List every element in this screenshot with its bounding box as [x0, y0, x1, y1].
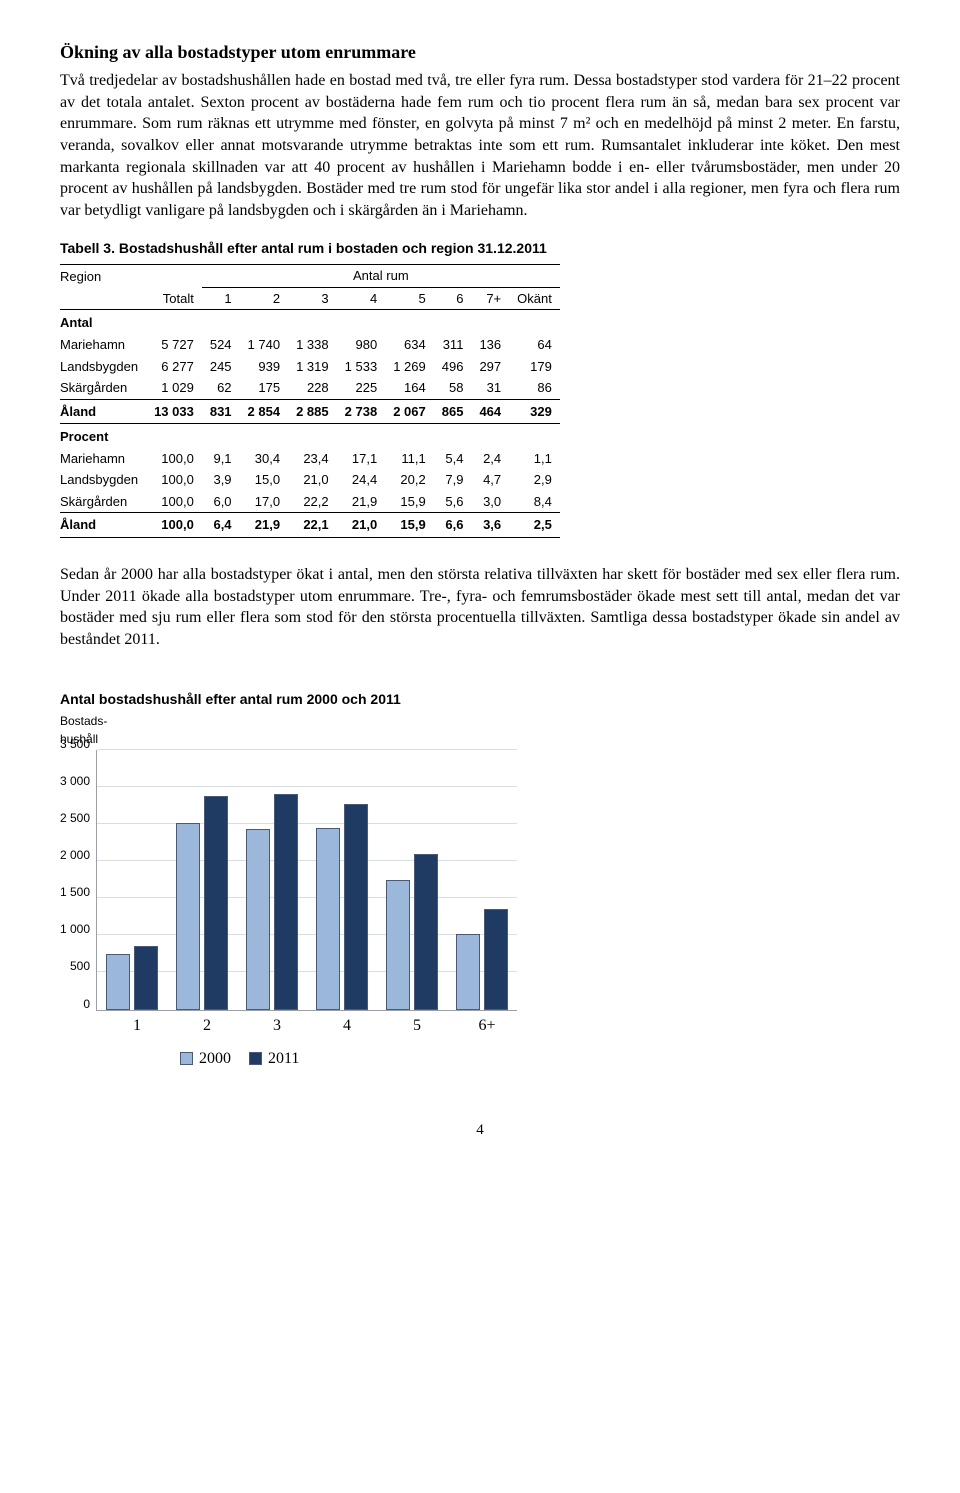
- bar: [316, 828, 340, 1010]
- x-tick: 6+: [460, 1015, 514, 1037]
- legend-item: 2011: [249, 1048, 299, 1070]
- table-row: Landsbygden100,03,915,021,024,420,27,94,…: [60, 469, 560, 491]
- x-tick: 4: [320, 1015, 374, 1037]
- th-col: Okänt: [509, 287, 560, 310]
- legend-item: 2000: [180, 1048, 231, 1070]
- th-col: 3: [288, 287, 337, 310]
- table-row: Skärgården1 02962175228225164583186: [60, 377, 560, 399]
- bar-group: [175, 796, 229, 1010]
- th-col: 4: [337, 287, 386, 310]
- chart-caption: Antal bostadshushåll efter antal rum 200…: [60, 690, 900, 709]
- bar: [344, 804, 368, 1010]
- section-antal: Antal: [60, 310, 560, 334]
- th-col: 2: [240, 287, 289, 310]
- bar: [456, 934, 480, 1010]
- th-col: 7+: [471, 287, 509, 310]
- bar: [176, 823, 200, 1010]
- x-tick: 5: [390, 1015, 444, 1037]
- bar-group: [315, 804, 369, 1010]
- th-col: 1: [202, 287, 240, 310]
- bar: [134, 946, 158, 1010]
- table-row: Landsbygden6 2772459391 3191 5331 269496…: [60, 356, 560, 378]
- legend-swatch: [180, 1052, 193, 1065]
- chart-legend: 2000 2011: [180, 1048, 900, 1070]
- chart-ylabel-2: hushåll: [60, 731, 900, 747]
- th-col: 5: [385, 287, 434, 310]
- bar: [414, 854, 438, 1010]
- bar-group: [105, 946, 159, 1010]
- section-heading: Ökning av alla bostadstyper utom enrumma…: [60, 40, 900, 64]
- chart-ylabel-1: Bostads-: [60, 713, 900, 729]
- bar: [204, 796, 228, 1010]
- th-antal-rum: Antal rum: [202, 265, 560, 288]
- x-tick: 2: [180, 1015, 234, 1037]
- th-col: 6: [434, 287, 472, 310]
- data-table: RegionAntal rumTotalt1234567+OkäntAntalM…: [60, 264, 560, 538]
- page-number: 4: [60, 1120, 900, 1140]
- table-caption: Tabell 3. Bostadshushåll efter antal rum…: [60, 239, 900, 258]
- bar-chart: 3 5003 0002 5002 0001 5001 0005000: [60, 750, 900, 1011]
- x-tick: 1: [110, 1015, 164, 1037]
- x-tick: 3: [250, 1015, 304, 1037]
- bar: [106, 954, 130, 1009]
- legend-label: 2000: [199, 1048, 231, 1070]
- chart-x-axis: 12345 6+: [102, 1015, 522, 1037]
- bar-group: [245, 794, 299, 1010]
- bar-group: [385, 854, 439, 1010]
- th-region: Region: [60, 265, 146, 288]
- table-total-row: Åland13 0338312 8542 8852 7382 067865464…: [60, 399, 560, 424]
- table-row: Skärgården100,06,017,022,221,915,95,63,0…: [60, 491, 560, 513]
- bar: [246, 829, 270, 1009]
- table-row: Mariehamn100,09,130,423,417,111,15,42,41…: [60, 448, 560, 470]
- legend-swatch: [249, 1052, 262, 1065]
- bar: [484, 909, 508, 1010]
- paragraph-2: Sedan år 2000 har alla bostadstyper ökat…: [60, 564, 900, 650]
- bar: [386, 880, 410, 1010]
- section-procent: Procent: [60, 424, 560, 448]
- table-row: Mariehamn5 7275241 7401 3389806343111366…: [60, 334, 560, 356]
- th-col: Totalt: [146, 287, 202, 310]
- bar-group: [455, 909, 509, 1010]
- bar: [274, 794, 298, 1010]
- legend-label: 2011: [268, 1048, 299, 1070]
- paragraph-1: Två tredjedelar av bostadshushållen hade…: [60, 70, 900, 221]
- table-total-row: Åland100,06,421,922,121,015,96,63,62,5: [60, 513, 560, 538]
